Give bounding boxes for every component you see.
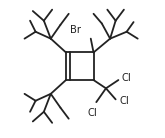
Text: Cl: Cl bbox=[121, 73, 131, 83]
Text: Br: Br bbox=[70, 25, 81, 35]
Text: Cl: Cl bbox=[120, 96, 130, 106]
Text: Cl: Cl bbox=[88, 108, 98, 118]
